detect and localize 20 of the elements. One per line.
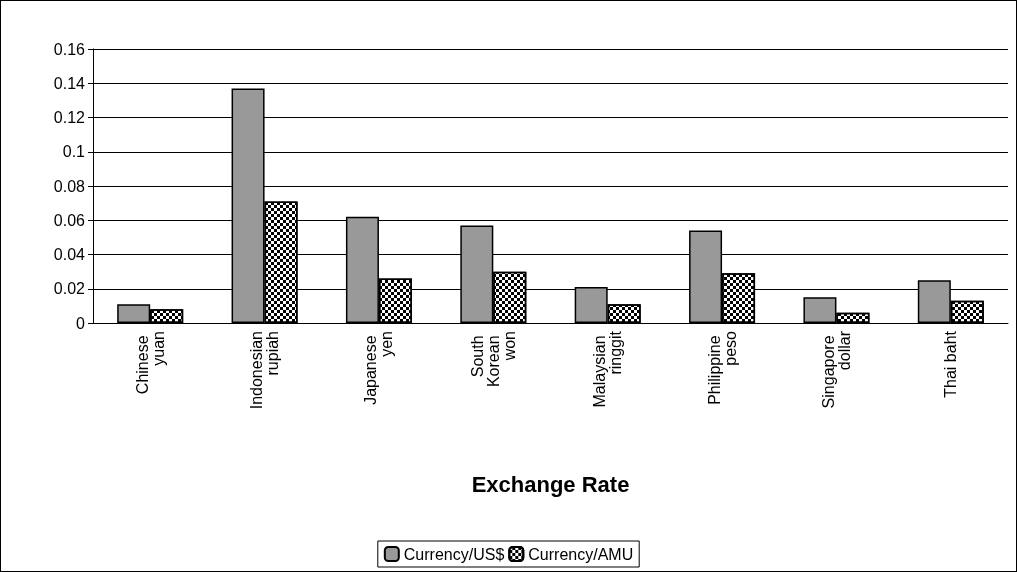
y-tick-label: 0.02 <box>53 280 86 298</box>
x-tick-label: Chinese yuan <box>133 331 167 395</box>
y-tick-label: 0 <box>76 314 86 332</box>
y-tick-label: 0.06 <box>53 211 86 229</box>
x-tick-label: Indonesian rupiah <box>248 331 282 410</box>
y-tick-label: 0.04 <box>53 246 86 263</box>
x-tick-label: Thai baht <box>942 330 960 398</box>
y-tick-label: 0.1 <box>62 143 86 161</box>
y-tick-label: 0.12 <box>53 109 86 126</box>
x-axis-title: Exchange Rate <box>471 471 630 497</box>
x-tick-label: Singapore dollar <box>819 330 853 409</box>
x-tick-label: Malaysian ringgit <box>591 330 625 408</box>
y-tick-label: 0.14 <box>53 74 86 92</box>
x-tick-label: South Korean won <box>468 331 518 388</box>
x-tick-label: Japanese yen <box>362 331 396 405</box>
y-tick-label: 0.08 <box>53 177 86 195</box>
legend-label: Currency/AMU <box>528 545 634 563</box>
legend-label: Currency/US$ <box>403 545 505 563</box>
y-tick-label: 0.16 <box>53 40 86 58</box>
x-tick-label: Philippine peso <box>705 330 739 405</box>
